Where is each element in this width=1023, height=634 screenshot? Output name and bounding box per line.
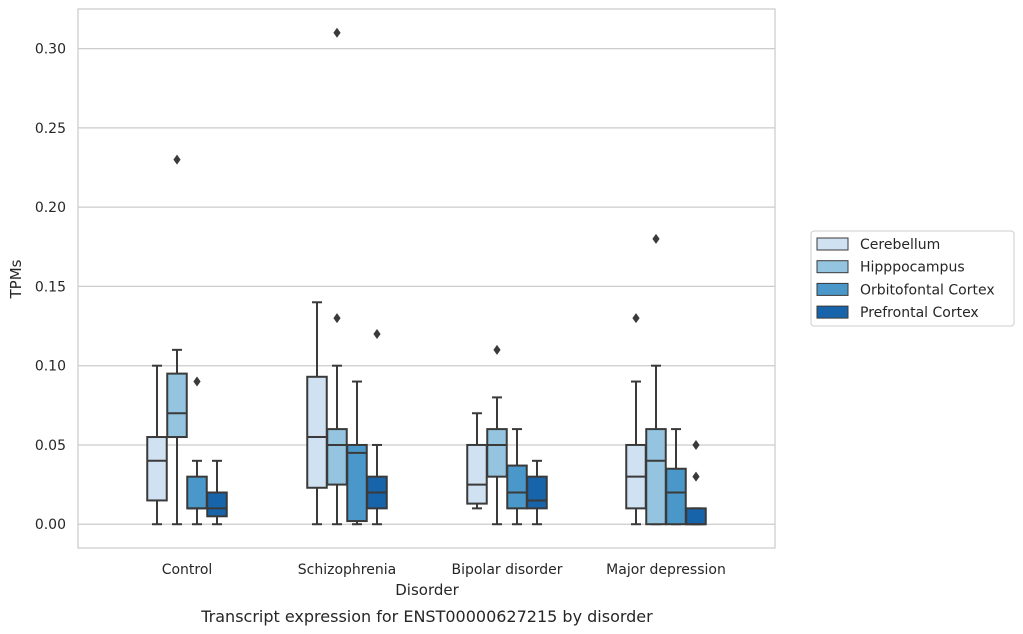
box-iqr	[486, 428, 508, 478]
outlier-point	[652, 233, 660, 244]
y-tick-label: 0.00	[35, 517, 66, 533]
box-plot	[645, 233, 667, 526]
box-iqr	[526, 475, 548, 510]
y-axis-label: TPMs	[7, 259, 25, 299]
y-tick-label: 0.30	[35, 42, 66, 58]
outlier-point	[632, 313, 640, 324]
series-cerebellum	[146, 301, 647, 526]
x-tick-label: Schizophrenia	[298, 562, 396, 578]
series-orbitofontal-cortex	[186, 376, 687, 526]
box-iqr	[665, 467, 687, 526]
box-plot	[506, 428, 528, 526]
box-iqr	[146, 436, 168, 502]
box-plot	[486, 344, 508, 526]
plot-area-frame	[77, 8, 776, 549]
legend-label: Orbitofontal Cortex	[860, 282, 995, 298]
box-plot	[685, 439, 707, 526]
legend-label: Prefrontal Cortex	[860, 305, 979, 321]
legend-swatch	[816, 305, 849, 319]
legend-frame	[810, 230, 1015, 327]
box-iqr	[346, 443, 368, 523]
legend-label: Hipppocampus	[860, 260, 965, 276]
box-plot	[206, 459, 228, 526]
box-iqr	[506, 464, 528, 510]
box-iqr	[645, 428, 667, 526]
series-hipppocampus	[166, 27, 667, 526]
gridlines	[78, 48, 775, 525]
series-prefrontal-cortex	[206, 328, 707, 526]
y-tick-label: 0.10	[35, 359, 66, 375]
box-plot	[526, 459, 548, 526]
x-tick-label: Control	[162, 562, 213, 578]
outlier-point	[333, 27, 341, 38]
x-axis-label: Disorder	[395, 581, 459, 599]
box-iqr	[306, 375, 328, 489]
box-iqr	[166, 372, 188, 439]
outlier-point	[692, 439, 700, 450]
y-tick-label: 0.05	[35, 438, 66, 454]
x-tick-label: Bipolar disorder	[451, 562, 562, 578]
box-plot-series	[146, 27, 707, 526]
y-tick-label: 0.25	[35, 121, 66, 137]
legend-swatch	[816, 237, 849, 251]
y-tick-label: 0.15	[35, 279, 66, 295]
y-axis-ticks: 0.00 0.05 0.10 0.15 0.20 0.25 0.30	[35, 42, 66, 534]
box-iqr	[186, 475, 208, 510]
outlier-point	[493, 344, 501, 355]
box-plot	[186, 376, 208, 526]
box-plot	[346, 380, 368, 526]
box-plot	[466, 412, 488, 510]
outlier-point	[333, 313, 341, 324]
box-plot	[326, 27, 348, 526]
legend: Cerebellum Hipppocampus Orbitofontal Corte…	[810, 230, 1015, 327]
box-plot	[306, 301, 328, 526]
x-tick-label: Major depression	[606, 562, 726, 578]
y-tick-label: 0.20	[35, 200, 66, 216]
legend-swatch	[816, 282, 849, 296]
box-plot	[665, 428, 687, 526]
x-axis-ticks: Control Schizophrenia Bipolar disorder Majo…	[162, 562, 726, 578]
box-iqr	[466, 443, 488, 505]
outlier-point	[193, 376, 201, 387]
chart-caption: Transcript expression for ENST0000062721…	[200, 607, 653, 626]
box-plot	[166, 154, 188, 526]
box-iqr	[206, 491, 228, 518]
box-plot	[625, 313, 647, 526]
legend-swatch	[816, 260, 849, 274]
box-iqr	[326, 428, 348, 486]
outlier-point	[373, 328, 381, 339]
box-plot	[146, 364, 168, 526]
box-iqr	[685, 507, 707, 526]
outlier-point	[692, 471, 700, 482]
legend-label: Cerebellum	[860, 237, 940, 253]
outlier-point	[173, 154, 181, 165]
box-plot	[366, 328, 388, 526]
